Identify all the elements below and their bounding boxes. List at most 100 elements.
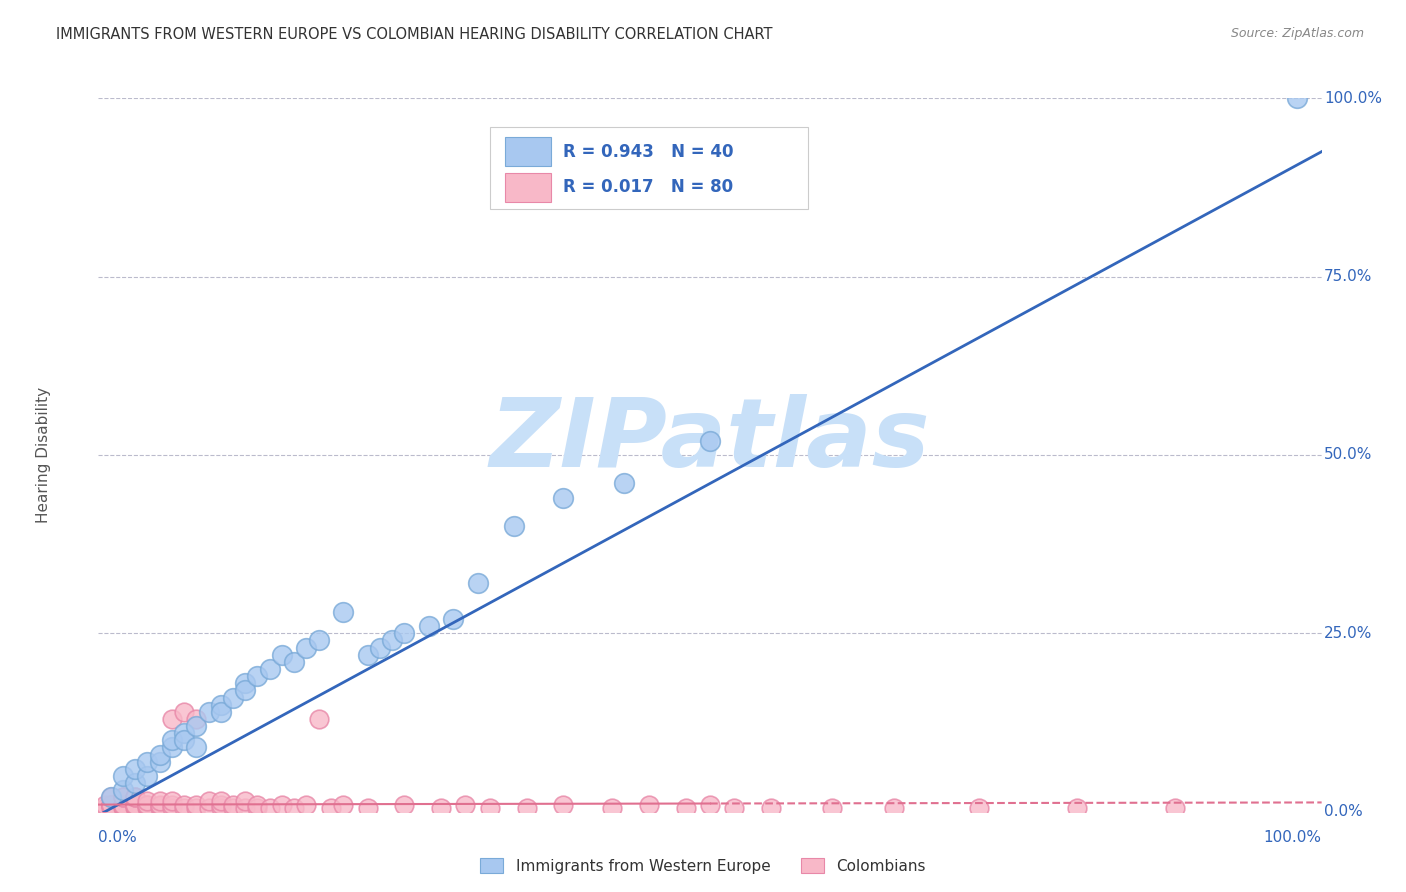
Point <box>270 648 294 662</box>
Point <box>136 797 159 812</box>
Point <box>186 719 208 733</box>
Point <box>136 755 159 769</box>
Point <box>111 783 134 797</box>
Point <box>308 633 330 648</box>
FancyBboxPatch shape <box>489 127 808 209</box>
Point <box>136 797 159 812</box>
Point <box>124 776 146 790</box>
Point <box>100 797 122 812</box>
Point <box>233 683 256 698</box>
Point <box>883 801 905 815</box>
FancyBboxPatch shape <box>505 173 551 202</box>
Point <box>246 801 269 815</box>
Point <box>100 801 122 815</box>
Point <box>111 797 134 812</box>
Point <box>136 799 159 814</box>
Point <box>319 801 342 815</box>
Point <box>699 797 721 812</box>
Point <box>503 519 526 533</box>
Point <box>149 755 172 769</box>
Point <box>270 797 294 812</box>
Point <box>124 797 146 812</box>
Point <box>173 801 195 815</box>
Text: R = 0.943   N = 40: R = 0.943 N = 40 <box>564 143 734 161</box>
Point <box>259 801 281 815</box>
Point <box>197 794 219 808</box>
Point <box>93 797 115 812</box>
Point <box>149 801 172 815</box>
Point <box>100 797 122 812</box>
Point <box>100 797 122 812</box>
Point <box>111 801 134 815</box>
Point <box>160 794 183 808</box>
Point <box>149 794 172 808</box>
Point <box>197 705 219 719</box>
Point <box>149 747 172 762</box>
Point <box>675 801 697 815</box>
Point <box>356 648 378 662</box>
Point <box>136 801 159 815</box>
Point <box>222 690 245 705</box>
Point <box>418 619 440 633</box>
Point <box>100 797 122 812</box>
Point <box>295 640 318 655</box>
Point <box>93 801 115 815</box>
Point <box>283 801 305 815</box>
Text: 0.0%: 0.0% <box>1324 805 1362 819</box>
Point <box>259 662 281 676</box>
Point <box>222 797 245 812</box>
Point <box>186 801 208 815</box>
Legend: Immigrants from Western Europe, Colombians: Immigrants from Western Europe, Colombia… <box>474 852 932 880</box>
Text: 25.0%: 25.0% <box>1324 626 1372 640</box>
Point <box>233 794 256 808</box>
Point <box>173 733 195 747</box>
Point <box>613 476 636 491</box>
Point <box>761 801 783 815</box>
Point <box>209 797 232 812</box>
Point <box>332 797 354 812</box>
Text: IMMIGRANTS FROM WESTERN EUROPE VS COLOMBIAN HEARING DISABILITY CORRELATION CHART: IMMIGRANTS FROM WESTERN EUROPE VS COLOMB… <box>56 27 773 42</box>
Text: R = 0.017   N = 80: R = 0.017 N = 80 <box>564 178 734 196</box>
Point <box>222 801 245 815</box>
Point <box>209 698 232 712</box>
Point <box>515 801 537 815</box>
FancyBboxPatch shape <box>505 137 551 166</box>
Point <box>967 801 990 815</box>
Point <box>186 797 208 812</box>
Point <box>149 797 172 812</box>
Point <box>381 633 404 648</box>
Point <box>392 626 416 640</box>
Point <box>149 799 172 814</box>
Point <box>233 801 256 815</box>
Point <box>699 434 721 448</box>
Point <box>160 712 183 726</box>
Point <box>454 797 477 812</box>
Point <box>124 801 146 815</box>
Point <box>600 801 623 815</box>
Point <box>308 712 330 726</box>
Point <box>111 797 134 812</box>
Point <box>209 801 232 815</box>
Point <box>821 801 844 815</box>
Point <box>246 669 269 683</box>
Point <box>209 705 232 719</box>
Point <box>173 797 195 812</box>
Point <box>441 612 464 626</box>
Point <box>160 801 183 815</box>
Point <box>124 762 146 776</box>
Point <box>368 640 391 655</box>
Text: Hearing Disability: Hearing Disability <box>37 387 51 523</box>
Point <box>637 797 661 812</box>
Text: Source: ZipAtlas.com: Source: ZipAtlas.com <box>1230 27 1364 40</box>
Point <box>111 790 134 805</box>
Point <box>233 676 256 690</box>
Point <box>478 801 501 815</box>
Point <box>197 801 219 815</box>
Point <box>124 790 146 805</box>
Point <box>1066 801 1088 815</box>
Point <box>124 790 146 805</box>
Point <box>553 797 575 812</box>
Point <box>295 797 318 812</box>
Point <box>186 740 208 755</box>
Point <box>111 797 134 812</box>
